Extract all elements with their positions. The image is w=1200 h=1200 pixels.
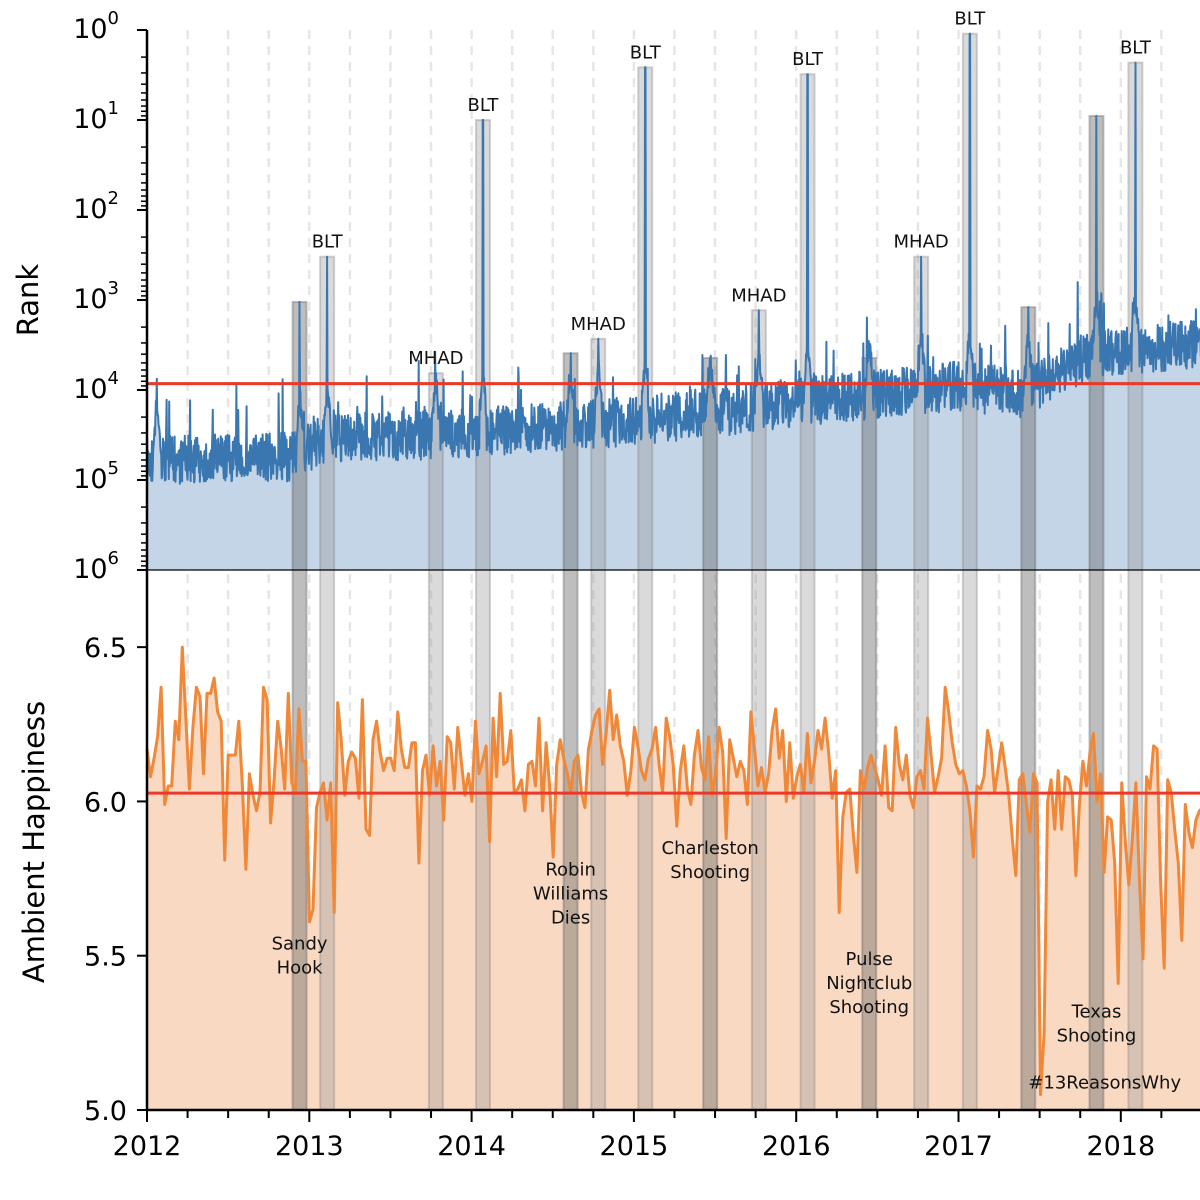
x-tick-label: 2018	[1086, 1131, 1155, 1162]
x-tick-label: 2015	[600, 1131, 669, 1162]
event-label: #13ReasonsWhy	[1028, 1072, 1181, 1093]
event-label: Robin Williams Dies	[533, 859, 608, 928]
annotations: BLT MHAD BLT MHAD BLT MHAD BLT MHAD BLT BLT Sandy H…	[272, 9, 1182, 1094]
y-tick-label: 6.5	[84, 633, 127, 664]
y-tick-label: 102	[73, 188, 119, 225]
rank-area-fill	[147, 33, 1200, 570]
x-tick-label: 2012	[113, 1131, 182, 1162]
x-tick-label: 2013	[275, 1131, 344, 1162]
event-band	[702, 356, 719, 1111]
bottom-y-axis-title: Ambient Happiness	[17, 701, 51, 983]
y-tick-label: 100	[73, 8, 119, 45]
y-tick-label: 101	[73, 98, 119, 135]
x-tick-label: 2014	[437, 1131, 506, 1162]
x-tick-label: 2016	[762, 1131, 831, 1162]
event-label: Pulse Nightclub Shooting	[826, 949, 912, 1018]
peak-label: BLT	[312, 232, 344, 253]
top-y-axis-title: Rank	[11, 264, 45, 337]
y-tick-label: 5.5	[84, 942, 127, 973]
peak-label: MHAD	[731, 285, 786, 306]
peak-label: BLT	[468, 95, 500, 116]
y-tick-label: 106	[73, 548, 119, 585]
peak-label: BLT	[1120, 38, 1152, 59]
happiness-series-line	[145, 645, 1200, 1097]
event-band	[1020, 306, 1037, 1112]
y-tick-label: 105	[73, 458, 119, 495]
y-tick-label: 6.0	[84, 787, 127, 818]
peak-label: MHAD	[408, 348, 463, 369]
peak-label: BLT	[792, 49, 824, 70]
reference-lines	[147, 382, 1200, 795]
event-label: Texas Shooting	[1057, 1001, 1137, 1046]
peak-label: MHAD	[894, 232, 949, 253]
event-label: Charleston Shooting	[662, 838, 759, 883]
peak-label: BLT	[954, 9, 986, 30]
y-tick-label: 5.0	[84, 1096, 127, 1127]
event-label: Sandy Hook	[272, 934, 328, 979]
y-tick-label: 104	[73, 368, 119, 405]
axes: 100 101 102 103 104 105 106 5.0 5.5 6.0 6.5 2012 201…	[73, 8, 1200, 1162]
peak-label: BLT	[630, 42, 662, 63]
event-band	[562, 352, 579, 1111]
peak-label: MHAD	[571, 314, 626, 335]
x-tick-label: 2017	[924, 1131, 993, 1162]
event-band	[427, 372, 444, 1111]
y-tick-label: 103	[73, 278, 119, 315]
